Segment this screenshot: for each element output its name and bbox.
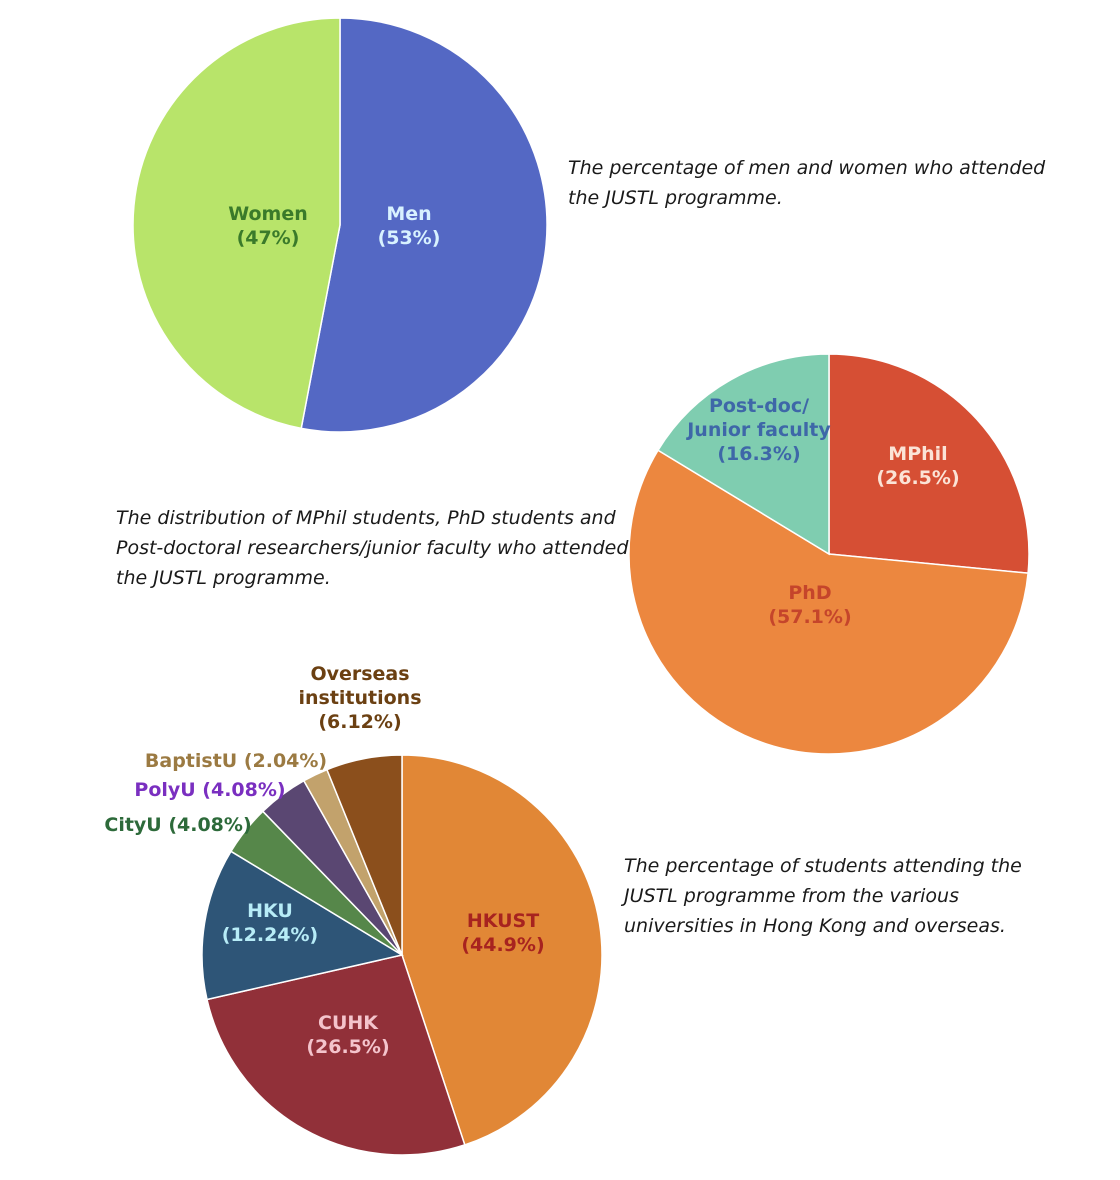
label-line: institutions [298, 687, 421, 709]
slice-phd-label: PhD (57.1%) [768, 582, 851, 628]
slice-hku [201, 850, 404, 1001]
slice-postdoc-label: Post-doc/Junior faculty (16.3%) [685, 395, 831, 465]
label-line: Overseas [310, 663, 409, 685]
pie-chart-3: HKUST (44.9%) CUHK (26.5%) HKU (12.24%) CityU … [104, 663, 603, 1156]
label-line: PolyU (4.08%) [134, 779, 285, 801]
label-line: CityU (4.08%) [104, 814, 251, 836]
slice-hku-label: HKU (12.24%) [222, 900, 319, 946]
label-line: Women [228, 203, 308, 225]
slice-overseas [325, 754, 403, 956]
label-line: HKU [247, 900, 293, 922]
caption-line: the JUSTL programme. [568, 187, 783, 209]
label-line: Men [386, 203, 431, 225]
label-line: (16.3%) [717, 443, 800, 465]
label-line: HKUST [467, 910, 539, 932]
label-line: (26.5%) [306, 1036, 389, 1058]
slice-overseas-label: Overseas institutions (6.12%) [298, 663, 421, 733]
slice-men-label: Men (53%) [378, 203, 441, 249]
degree-chart-caption: The distribution of MPhil students, PhD … [116, 503, 628, 593]
caption-line: JUSTL programme from the various [624, 885, 959, 907]
caption-line: The percentage of men and women who atte… [568, 157, 1046, 179]
label-line: CUHK [318, 1012, 379, 1034]
slice-postdoc [657, 353, 830, 556]
label-line: (44.9%) [461, 934, 544, 956]
slice-mphil [828, 353, 1030, 574]
slice-mphil-label: MPhil (26.5%) [876, 443, 959, 489]
pie-chart-2: MPhil (26.5%) PhD (57.1%) Post-doc/Junior fa… [628, 353, 1030, 755]
caption-line: Post-doctoral researchers/junior faculty… [116, 537, 629, 559]
slice-cityu-label: CityU (4.08%) [104, 814, 251, 836]
label-line: (12.24%) [222, 924, 319, 946]
slice-hkust [401, 754, 603, 1146]
gender-chart-caption: The percentage of men and women who atte… [568, 153, 1045, 213]
caption-line: The distribution of MPhil students, PhD … [116, 507, 616, 529]
slice-phd [628, 449, 1029, 755]
label-line: (47%) [237, 227, 300, 249]
slice-cuhk-label: CUHK (26.5%) [306, 1012, 389, 1058]
caption-line: universities in Hong Kong and overseas. [624, 915, 1006, 937]
slice-cuhk [206, 954, 466, 1156]
pie-chart-1: Men (53%) Women (47%) [132, 17, 548, 433]
slice-baptistu-label: BaptistU (2.04%) [145, 750, 327, 772]
university-chart-caption: The percentage of students attending the… [624, 851, 1022, 941]
slice-women-label: Women (47%) [228, 203, 308, 249]
label-line: MPhil [888, 443, 947, 465]
label-line: (6.12%) [318, 711, 401, 733]
slice-women [132, 17, 341, 430]
slice-polyu-label: PolyU (4.08%) [134, 779, 285, 801]
label-line: (57.1%) [768, 606, 851, 628]
label-line: BaptistU (2.04%) [145, 750, 327, 772]
slice-hkust-label: HKUST (44.9%) [461, 910, 544, 956]
label-line: Post-doc/ [709, 395, 809, 417]
label-line: (26.5%) [876, 467, 959, 489]
label-line: (53%) [378, 227, 441, 249]
caption-line: the JUSTL programme. [116, 567, 331, 589]
label-line: Junior faculty [685, 419, 831, 441]
label-line: PhD [788, 582, 831, 604]
caption-line: The percentage of students attending the [624, 855, 1022, 877]
slice-men [300, 17, 548, 433]
